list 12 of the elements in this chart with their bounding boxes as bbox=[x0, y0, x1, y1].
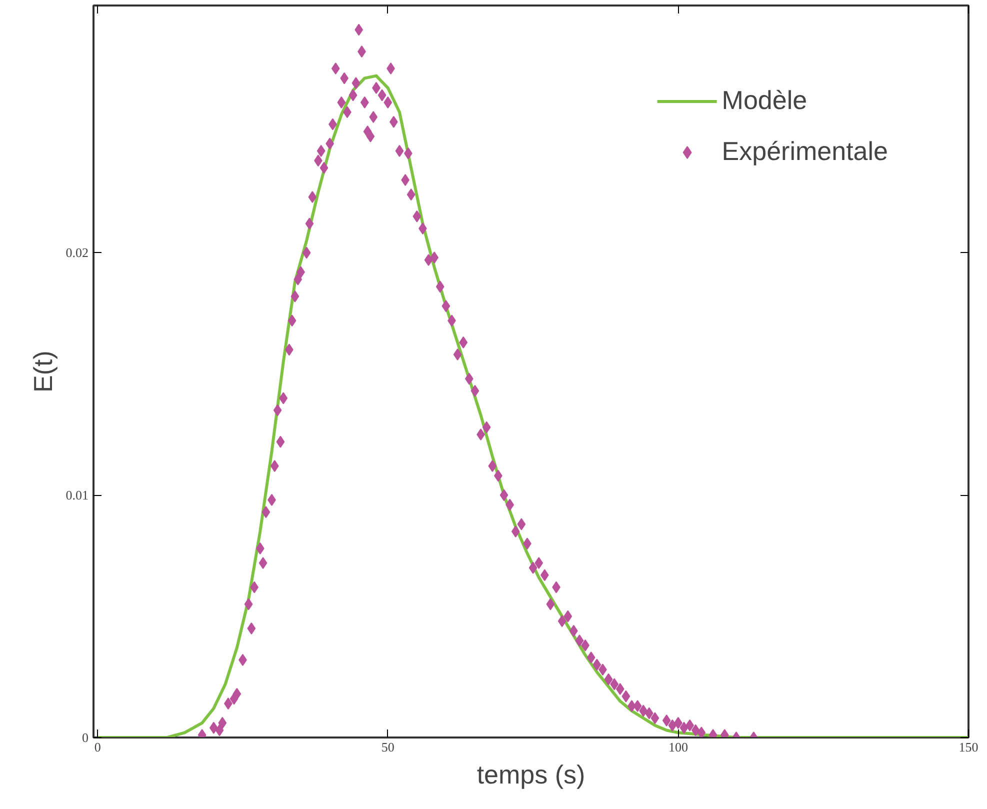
x-tick-label: 150 bbox=[958, 740, 978, 754]
x-tick-label: 50 bbox=[381, 740, 394, 754]
y-tick-label: 0.01 bbox=[66, 488, 88, 503]
y-tick-label: 0.02 bbox=[66, 245, 88, 260]
line-series bbox=[96, 74, 968, 738]
y-axis-title: E(t) bbox=[28, 350, 58, 392]
x-tick-label: 0 bbox=[94, 740, 101, 754]
legend-label: Modèle bbox=[722, 85, 808, 116]
x-axis-title: temps (s) bbox=[476, 760, 586, 790]
y-tick-label: 0 bbox=[82, 730, 88, 745]
legend-label: Expérimentale bbox=[722, 136, 888, 167]
x-tick-label: 100 bbox=[668, 740, 688, 754]
